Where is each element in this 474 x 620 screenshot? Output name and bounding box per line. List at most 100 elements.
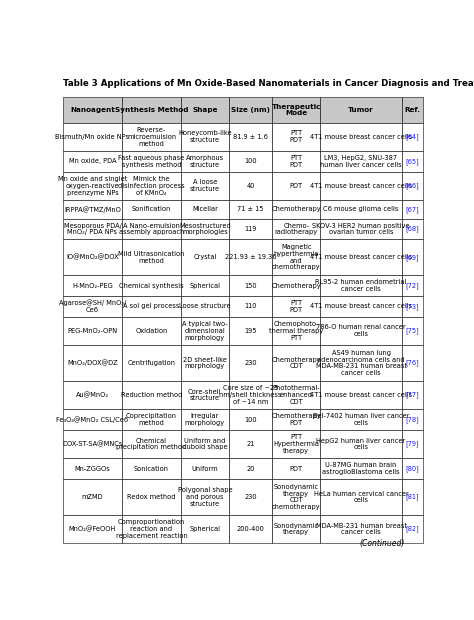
Text: Chemotherapy
CDT: Chemotherapy CDT xyxy=(272,356,321,370)
Text: Mesostructured
morphologies: Mesostructured morphologies xyxy=(179,223,231,236)
Bar xyxy=(320,239,402,275)
Text: LM3, HepG2, SNU-387
human liver cancer cells: LM3, HepG2, SNU-387 human liver cancer c… xyxy=(320,155,402,167)
Bar xyxy=(273,515,320,543)
Bar xyxy=(122,430,181,458)
Text: 195: 195 xyxy=(244,328,257,334)
Bar xyxy=(402,515,423,543)
Bar xyxy=(181,200,228,219)
Text: Comproportionation
reaction and
replacement reaction: Comproportionation reaction and replacem… xyxy=(116,520,187,539)
Text: 100: 100 xyxy=(244,417,257,423)
Text: MnO₂@FeOOH: MnO₂@FeOOH xyxy=(69,526,116,533)
Bar xyxy=(228,430,273,458)
Text: Amorphous
structure: Amorphous structure xyxy=(186,155,224,167)
Bar xyxy=(181,317,228,345)
Text: Ref.: Ref. xyxy=(404,107,420,113)
Text: Agarose@SH/ MnO₂/
Ce6: Agarose@SH/ MnO₂/ Ce6 xyxy=(59,299,126,313)
Text: Mild Ultrasonication
method: Mild Ultrasonication method xyxy=(118,251,185,264)
Bar xyxy=(63,409,122,430)
Bar xyxy=(402,172,423,200)
Bar xyxy=(402,123,423,151)
Text: [64]: [64] xyxy=(406,133,419,140)
Text: 40: 40 xyxy=(246,183,255,189)
Bar xyxy=(228,275,273,296)
Text: [78]: [78] xyxy=(406,416,419,423)
Text: Table 3 Applications of Mn Oxide-Based Nanomaterials in Cancer Diagnosis and Tre: Table 3 Applications of Mn Oxide-Based N… xyxy=(63,79,474,88)
Text: U-87MG human brain
astroglioBlastoma cells: U-87MG human brain astroglioBlastoma cel… xyxy=(322,462,400,475)
Bar xyxy=(63,430,122,458)
Bar xyxy=(63,515,122,543)
Text: [82]: [82] xyxy=(406,526,419,533)
Bar xyxy=(181,479,228,515)
Bar xyxy=(181,345,228,381)
Bar xyxy=(228,97,273,123)
Text: Polygonal shape
and porous
structure: Polygonal shape and porous structure xyxy=(178,487,232,507)
Bar xyxy=(320,296,402,317)
Bar xyxy=(228,345,273,381)
Bar xyxy=(181,296,228,317)
Text: [73]: [73] xyxy=(406,303,419,309)
Text: 230: 230 xyxy=(244,360,257,366)
Text: Fe₃O₄@MnO₂ CSL/Ce6: Fe₃O₄@MnO₂ CSL/Ce6 xyxy=(56,416,128,423)
Bar xyxy=(122,381,181,409)
Text: 2D sheet-like
morphology: 2D sheet-like morphology xyxy=(183,356,227,370)
Text: PDT: PDT xyxy=(290,183,303,189)
Text: Core size of ~25
nm/shell thickness
of ~14 nm: Core size of ~25 nm/shell thickness of ~… xyxy=(219,385,282,405)
Text: A loose
structure: A loose structure xyxy=(190,179,220,192)
Bar xyxy=(228,515,273,543)
Text: Au@MnO₂: Au@MnO₂ xyxy=(76,392,109,398)
Text: Fast aqueous phase
synthesis method: Fast aqueous phase synthesis method xyxy=(118,155,184,167)
Bar xyxy=(63,296,122,317)
Bar xyxy=(320,479,402,515)
Text: Spherical: Spherical xyxy=(189,526,220,532)
Text: C6 mouse glioma cells: C6 mouse glioma cells xyxy=(323,206,399,212)
Text: Size (nm): Size (nm) xyxy=(231,107,270,113)
Bar xyxy=(181,430,228,458)
Bar xyxy=(181,151,228,172)
Text: PTT
PDT: PTT PDT xyxy=(290,130,303,143)
Bar xyxy=(320,317,402,345)
Text: [68]: [68] xyxy=(406,226,419,232)
Bar xyxy=(63,239,122,275)
Bar xyxy=(122,151,181,172)
Bar xyxy=(402,317,423,345)
Bar xyxy=(273,296,320,317)
Text: Core-shell
structure: Core-shell structure xyxy=(188,389,221,402)
Text: Centrifugation: Centrifugation xyxy=(128,360,175,366)
Bar xyxy=(402,296,423,317)
Text: PTT
PDT: PTT PDT xyxy=(290,300,303,312)
Bar xyxy=(228,458,273,479)
Text: 81.9 ± 1.6: 81.9 ± 1.6 xyxy=(233,134,268,140)
Text: 150: 150 xyxy=(244,283,257,288)
Text: [67]: [67] xyxy=(406,206,419,213)
Bar xyxy=(402,200,423,219)
Text: Loose structure: Loose structure xyxy=(179,303,231,309)
Bar xyxy=(402,239,423,275)
Bar xyxy=(228,381,273,409)
Text: 4T1 mouse breast cancer cells: 4T1 mouse breast cancer cells xyxy=(310,183,412,189)
Bar xyxy=(181,275,228,296)
Bar xyxy=(122,97,181,123)
Text: 200-400: 200-400 xyxy=(237,526,264,532)
Text: A typical two-
dimensional
morphology: A typical two- dimensional morphology xyxy=(182,321,228,340)
Bar xyxy=(273,219,320,239)
Text: Uniform and
cuboid shape: Uniform and cuboid shape xyxy=(182,438,227,451)
Bar xyxy=(63,275,122,296)
Text: 4T1 mouse breast cancer cells: 4T1 mouse breast cancer cells xyxy=(310,303,412,309)
Bar xyxy=(273,200,320,219)
Bar xyxy=(320,172,402,200)
Text: Redox method: Redox method xyxy=(127,494,176,500)
Bar xyxy=(402,97,423,123)
Bar xyxy=(320,123,402,151)
Bar xyxy=(181,172,228,200)
Bar xyxy=(63,151,122,172)
Bar xyxy=(320,219,402,239)
Text: iRPPA@TMZ/MnO: iRPPA@TMZ/MnO xyxy=(64,206,121,213)
Bar xyxy=(228,296,273,317)
Text: Chemo-
radiotherapy: Chemo- radiotherapy xyxy=(275,223,318,236)
Bar xyxy=(402,479,423,515)
Text: 230: 230 xyxy=(244,494,257,500)
Bar xyxy=(402,275,423,296)
Text: [79]: [79] xyxy=(406,441,419,448)
Bar xyxy=(402,430,423,458)
Bar xyxy=(181,239,228,275)
